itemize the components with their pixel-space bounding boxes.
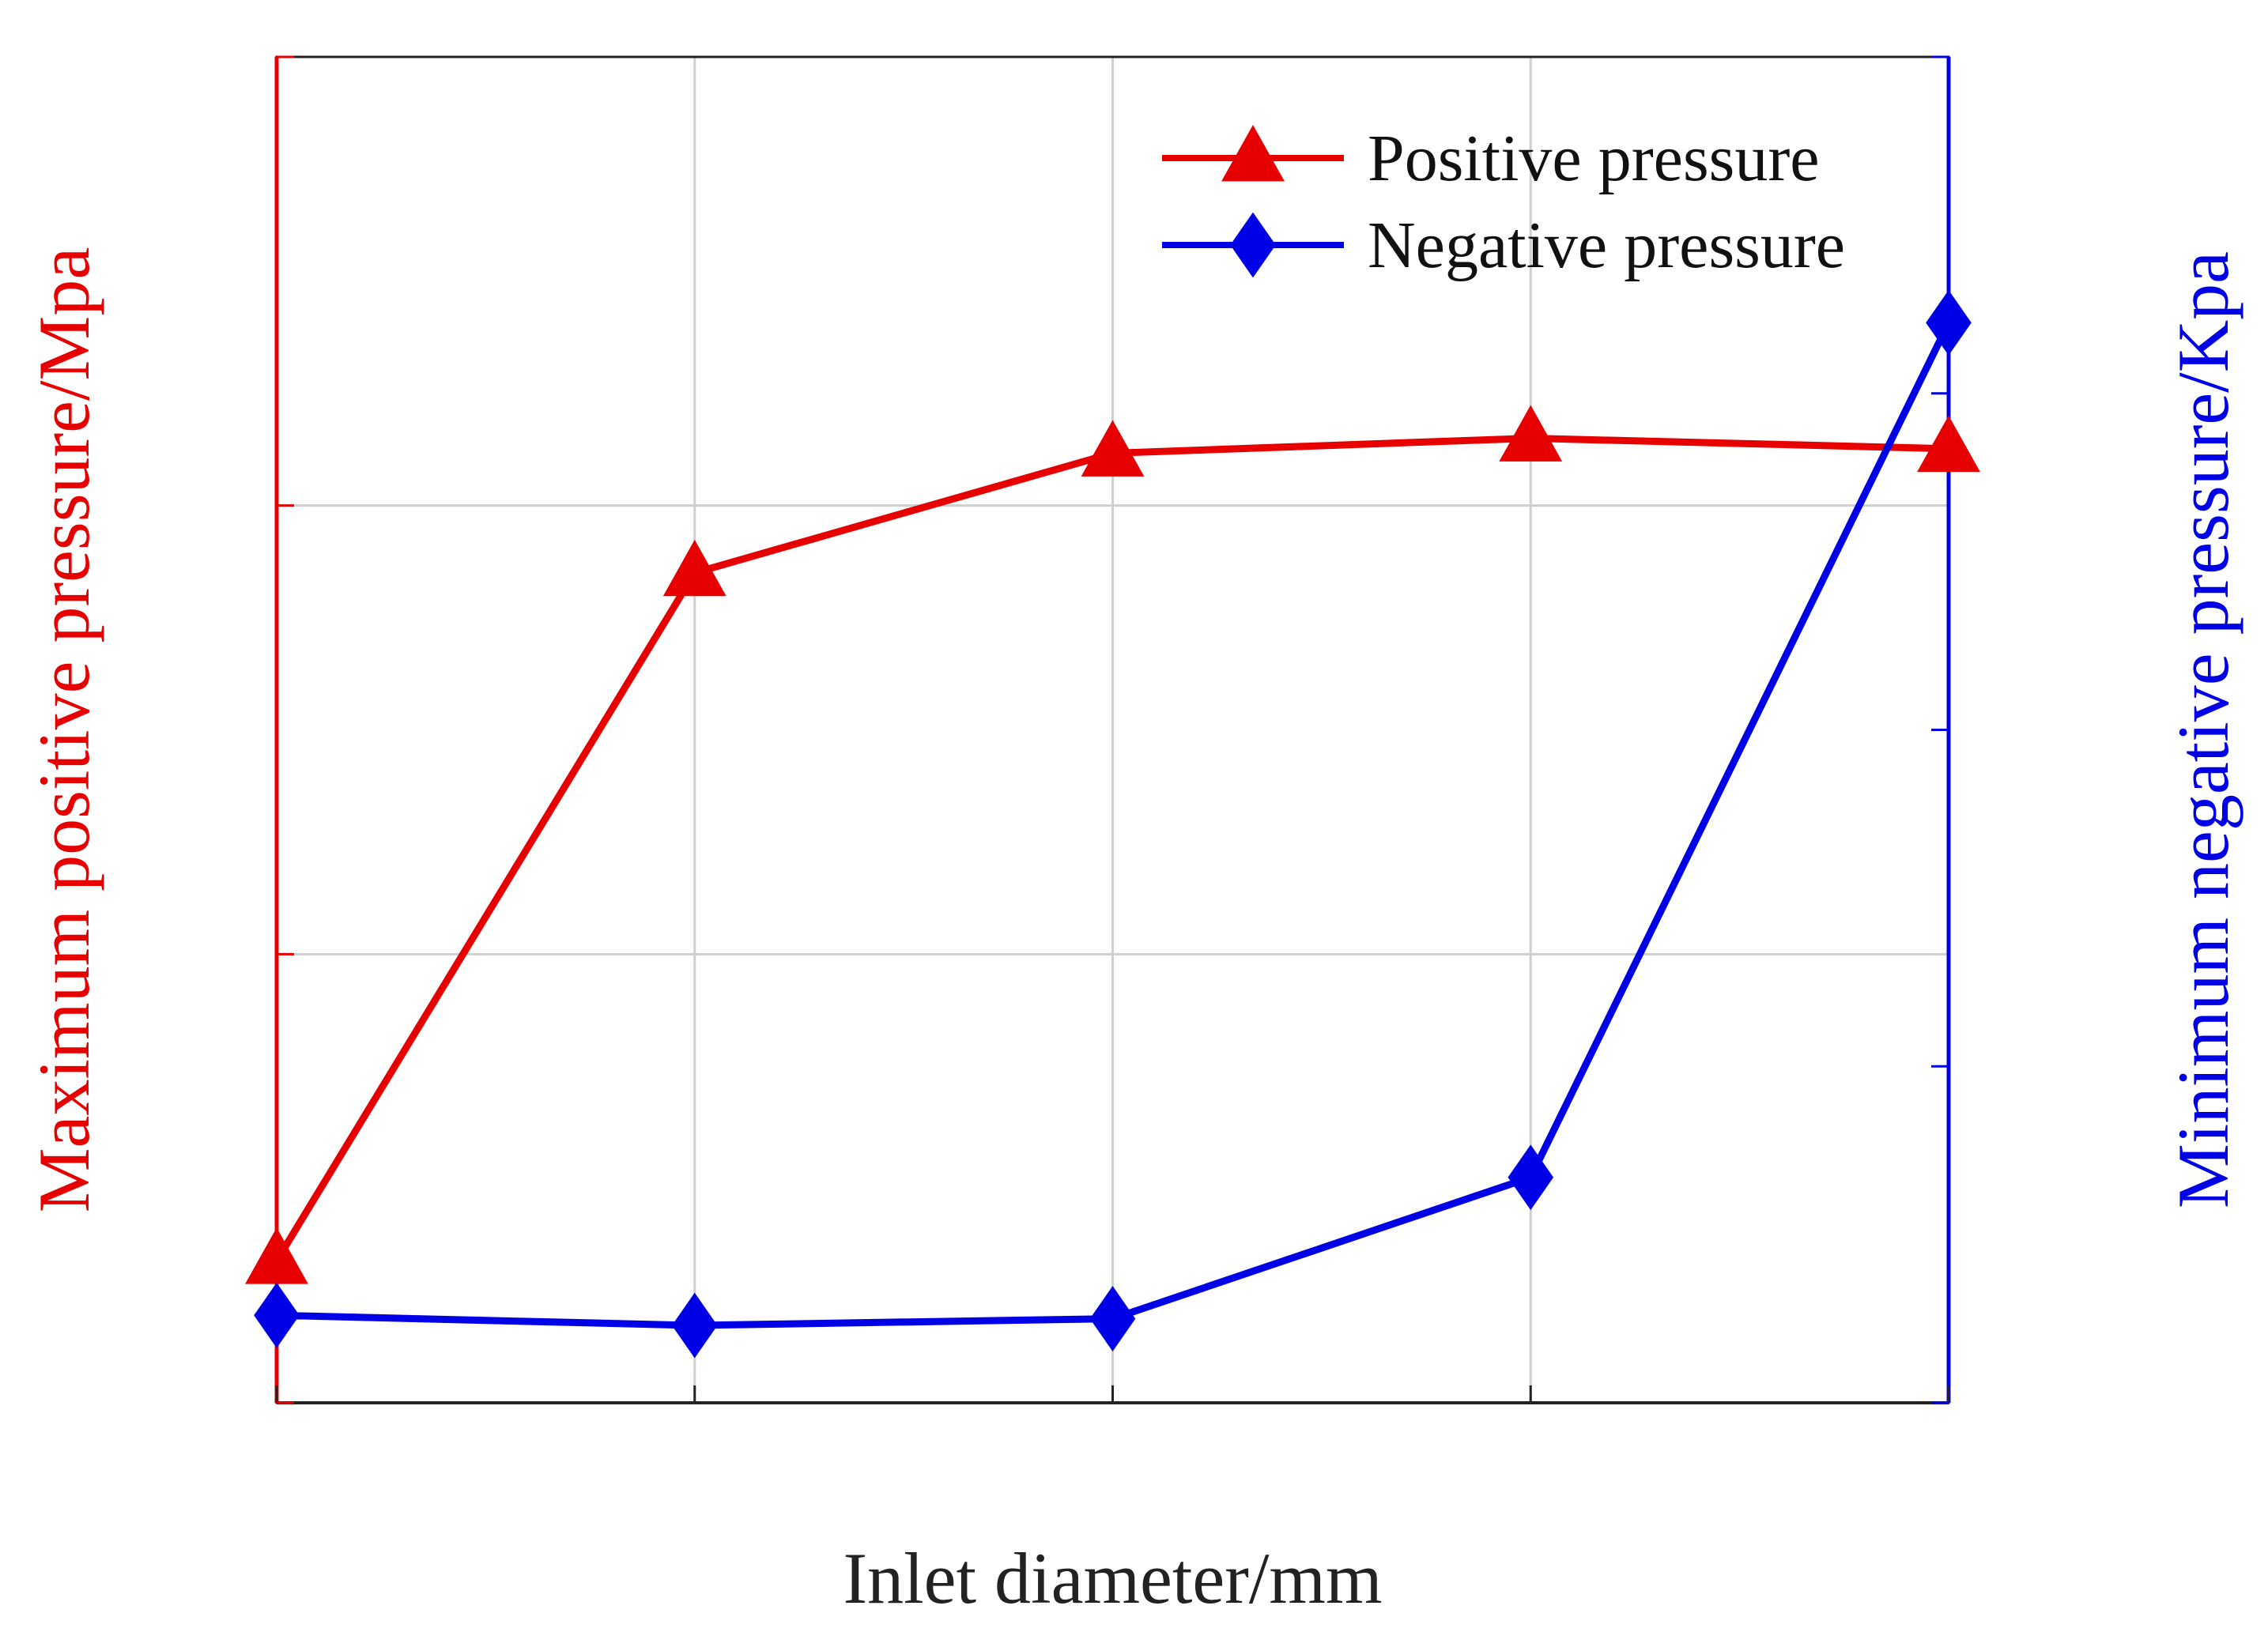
data-point-triangle (245, 1227, 308, 1284)
legend: Positive pressure Negative pressure (1162, 122, 1845, 282)
x-axis-title: Inlet diameter/mm (843, 1538, 1382, 1619)
legend-marker-triangle (1221, 125, 1285, 182)
data-point-triangle (662, 539, 726, 597)
grid-lines (277, 57, 1949, 1403)
data-point-diamond (1089, 1286, 1136, 1351)
legend-label-negative: Negative pressure (1368, 209, 1845, 282)
data-point-diamond (1926, 289, 1972, 356)
data-point-diamond (254, 1282, 300, 1348)
data-point-triangle (1081, 420, 1145, 477)
data-point-triangle (1499, 405, 1563, 462)
data-point-triangle (1917, 415, 1980, 473)
right-y-axis-title: Minimum negative pressure/Kpa (2163, 251, 2243, 1208)
left-y-axis-title: Maximum positive pressure/Mpa (24, 247, 104, 1212)
legend-label-positive: Positive pressure (1368, 122, 1820, 195)
data-point-diamond (671, 1292, 718, 1359)
tick-marks (275, 55, 1950, 1404)
series-lines (245, 289, 1980, 1359)
legend-marker-diamond (1230, 212, 1276, 278)
data-point-diamond (1508, 1144, 1554, 1211)
